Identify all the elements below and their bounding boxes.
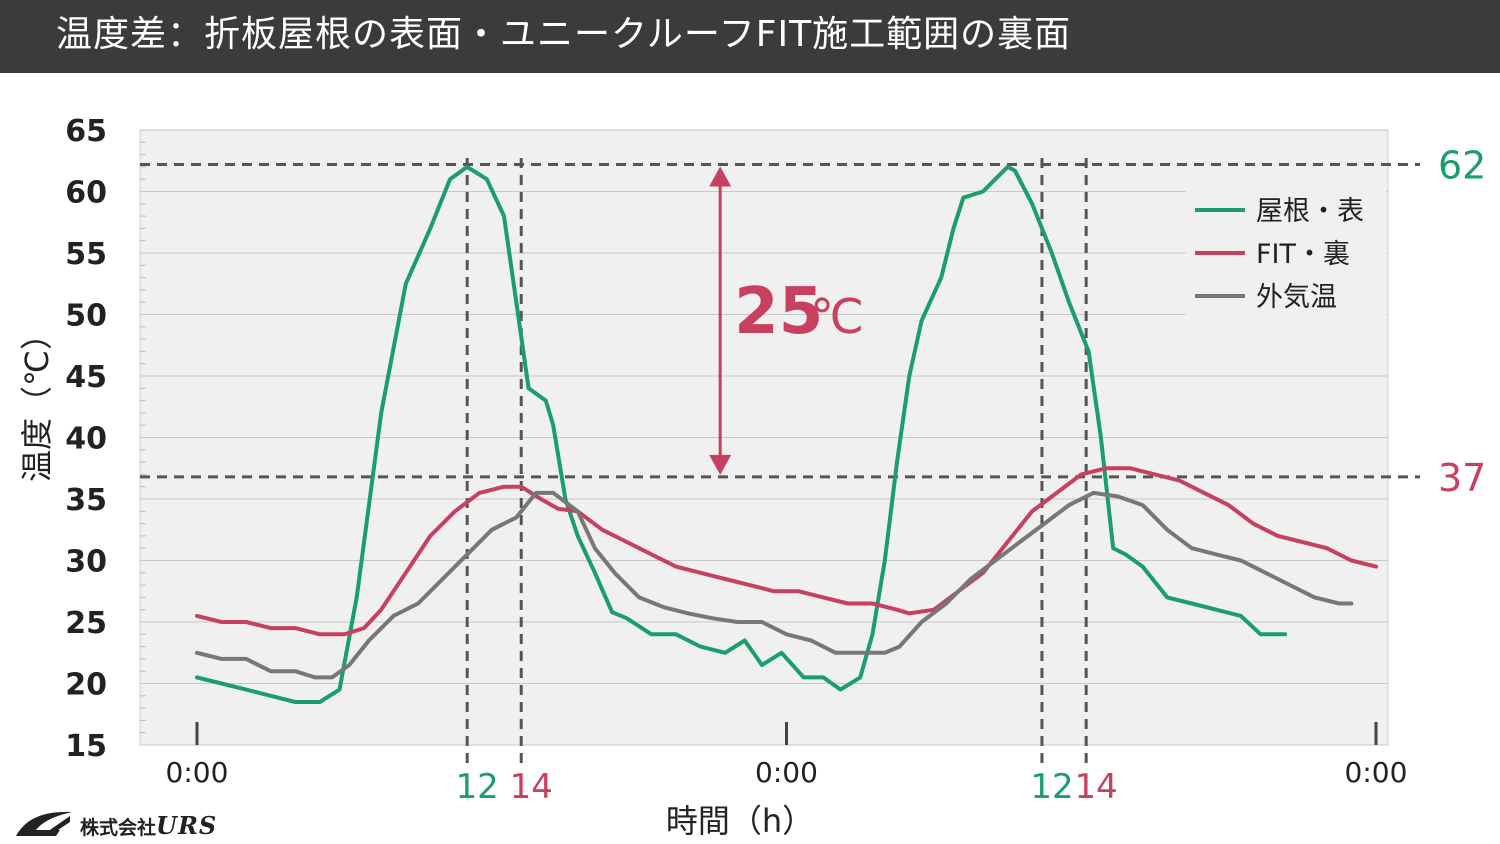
legend-label: 外気温 [1256,282,1337,313]
company-brand: URS [156,811,218,840]
hour-marker-label: 14 [1075,767,1118,807]
x-tick-label: 0:00 [755,756,818,789]
y-tick-label: 40 [65,422,107,457]
legend-label: FIT・裏 [1256,239,1350,270]
y-tick-label: 20 [65,668,107,703]
difference-arrow-up-head [709,166,732,187]
page-title: 温度差：折板屋根の表面・ユニークルーフFIT施工範囲の裏面 [56,14,1072,55]
difference-arrow-down-head [709,454,732,475]
y-tick-label: 65 [65,114,107,149]
temperature-difference-unit: ℃ [810,289,864,345]
temperature-difference-label: 25 [734,275,823,349]
title-bar: 温度差：折板屋根の表面・ユニークルーフFIT施工範囲の裏面 [0,0,1500,73]
y-tick-label: 25 [65,606,107,641]
y-tick-label: 50 [65,299,107,334]
y-tick-label: 35 [65,483,107,518]
company-name: 株式会社URS [80,811,217,840]
hour-marker-label: 14 [510,767,553,807]
reference-value-label: 62 [1438,143,1486,187]
hour-marker-label: 12 [1030,767,1073,807]
series-line-0 [195,164,1288,704]
y-tick-label: 15 [65,729,107,764]
y-tick-label: 60 [65,176,107,211]
urs-logo-icon [16,811,72,836]
legend-label: 屋根・表 [1256,196,1364,227]
x-tick-label: 0:00 [1345,756,1408,789]
y-tick-label: 55 [65,237,107,272]
series-line-1 [195,466,1378,637]
series-line-2 [195,490,1354,680]
y-tick-label: 30 [65,545,107,580]
y-tick-label: 45 [65,360,107,395]
reference-value-label: 37 [1438,456,1486,500]
company-prefix: 株式会社 [80,817,157,839]
x-axis-label: 時間（h） [666,802,814,840]
hour-marker-label: 12 [456,767,499,807]
x-tick-label: 0:00 [166,756,229,789]
y-axis-label: 温度（℃） [18,318,56,482]
